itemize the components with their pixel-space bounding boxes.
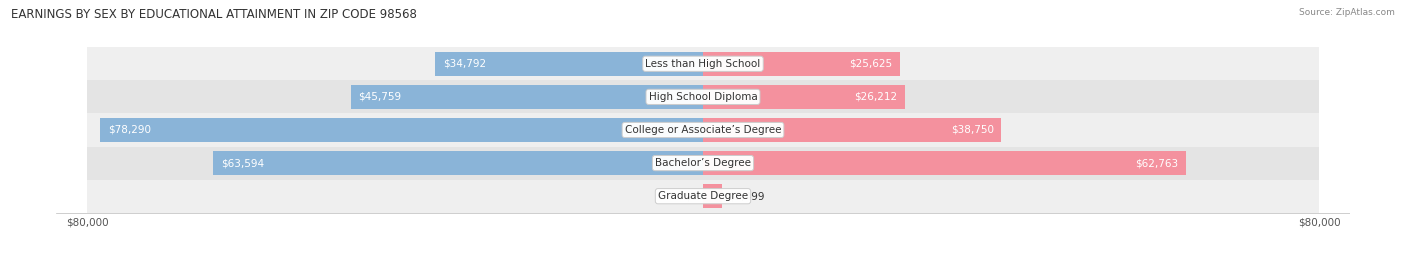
Text: Less than High School: Less than High School	[645, 59, 761, 69]
Bar	[703, 151, 1187, 175]
Bar	[703, 85, 905, 109]
Bar	[434, 52, 703, 76]
Bar	[87, 47, 1319, 80]
Bar	[703, 184, 723, 208]
Bar	[87, 113, 1319, 147]
Text: EARNINGS BY SEX BY EDUCATIONAL ATTAINMENT IN ZIP CODE 98568: EARNINGS BY SEX BY EDUCATIONAL ATTAINMEN…	[11, 8, 418, 21]
Text: $0: $0	[683, 191, 697, 201]
Bar	[100, 118, 703, 142]
Text: $38,750: $38,750	[950, 125, 994, 135]
Text: High School Diploma: High School Diploma	[648, 92, 758, 102]
Text: $63,594: $63,594	[221, 158, 264, 168]
Text: Bachelor’s Degree: Bachelor’s Degree	[655, 158, 751, 168]
Bar	[703, 52, 900, 76]
Bar	[214, 151, 703, 175]
Text: $34,792: $34,792	[443, 59, 486, 69]
Text: $2,499: $2,499	[728, 191, 765, 201]
Bar	[87, 147, 1319, 180]
Text: Source: ZipAtlas.com: Source: ZipAtlas.com	[1299, 8, 1395, 17]
Text: $25,625: $25,625	[849, 59, 893, 69]
Text: $26,212: $26,212	[853, 92, 897, 102]
Text: Graduate Degree: Graduate Degree	[658, 191, 748, 201]
Bar	[87, 80, 1319, 113]
Bar	[87, 180, 1319, 213]
Bar	[350, 85, 703, 109]
Text: $45,759: $45,759	[359, 92, 402, 102]
Text: College or Associate’s Degree: College or Associate’s Degree	[624, 125, 782, 135]
Text: $78,290: $78,290	[108, 125, 150, 135]
Text: $62,763: $62,763	[1136, 158, 1178, 168]
Bar	[703, 118, 1001, 142]
